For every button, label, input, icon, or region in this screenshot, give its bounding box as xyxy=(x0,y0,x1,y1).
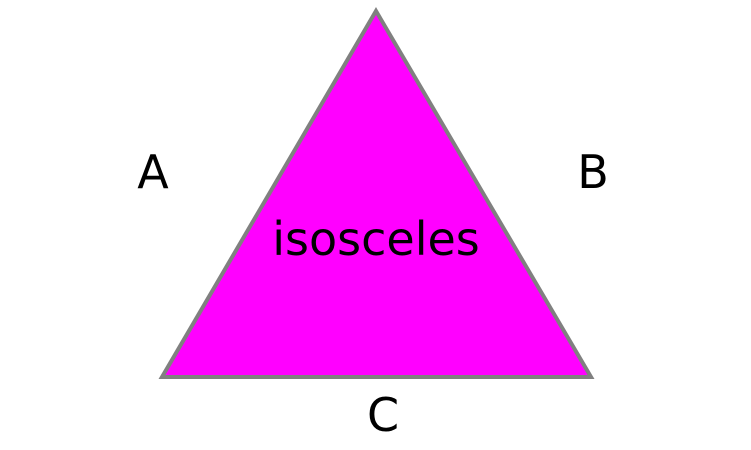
side-label-c: C xyxy=(367,388,399,442)
center-label: isosceles xyxy=(272,212,480,266)
side-label-b: B xyxy=(577,145,609,199)
isosceles-triangle xyxy=(158,7,595,379)
side-label-a: A xyxy=(137,145,169,199)
